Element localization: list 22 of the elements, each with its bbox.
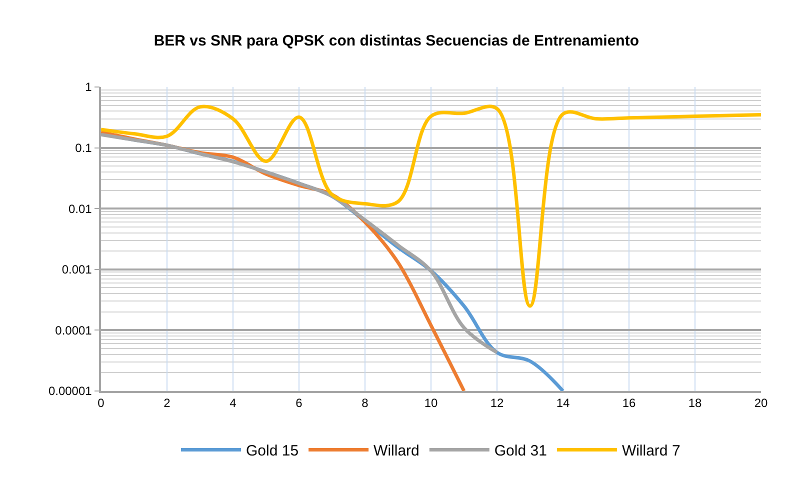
x-tick-label: 4 bbox=[230, 396, 237, 410]
chart-title: BER vs SNR para QPSK con distintas Secuencias de Entrenamiento bbox=[154, 32, 640, 50]
legend-label: Gold 15 bbox=[246, 442, 299, 460]
y-tick-label: 0.00001 bbox=[48, 384, 92, 398]
legend-label: Willard bbox=[374, 442, 420, 460]
y-tick-label: 0.001 bbox=[62, 262, 92, 277]
x-tick-label: 12 bbox=[490, 396, 504, 410]
x-tick-label: 8 bbox=[362, 396, 369, 410]
y-tick-label: 0.1 bbox=[75, 141, 92, 155]
x-tick-label: 14 bbox=[556, 396, 570, 410]
x-tick-label: 10 bbox=[424, 396, 438, 410]
x-tick-label: 18 bbox=[688, 396, 702, 410]
y-tick-label: 0.0001 bbox=[55, 323, 92, 338]
x-tick-label: 2 bbox=[164, 396, 171, 410]
legend-label: Gold 31 bbox=[494, 442, 547, 460]
x-tick-label: 6 bbox=[296, 396, 303, 410]
y-tick-label: 0.01 bbox=[68, 202, 92, 216]
x-tick-label: 16 bbox=[622, 396, 636, 410]
y-tick-label: 1 bbox=[85, 80, 92, 94]
legend-label: Willard 7 bbox=[622, 442, 680, 460]
x-tick-label: 0 bbox=[98, 396, 105, 410]
x-tick-label: 20 bbox=[754, 396, 768, 410]
